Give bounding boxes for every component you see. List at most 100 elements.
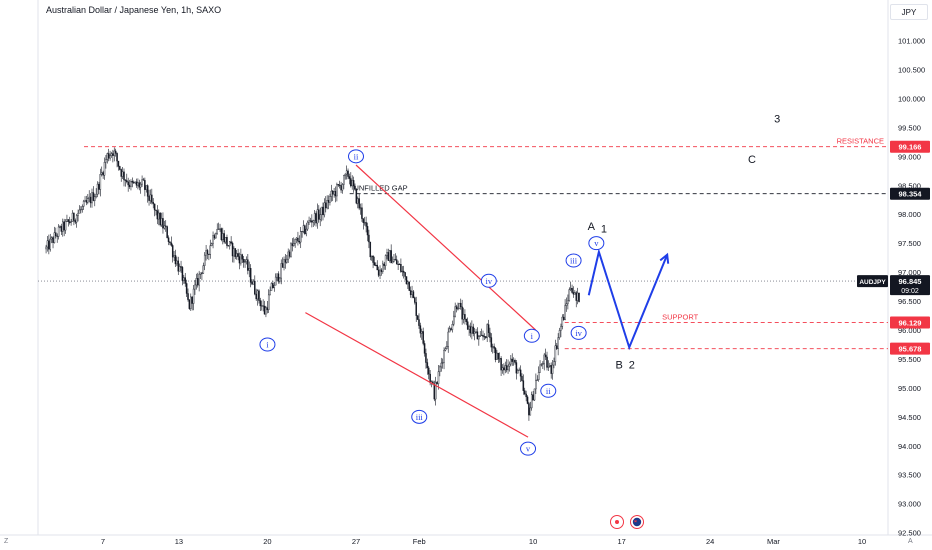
wave-label-iii[interactable]: iii — [565, 253, 582, 268]
candle-body — [176, 260, 178, 265]
wave-label-ii[interactable]: ii — [348, 149, 364, 164]
candle-body — [574, 292, 576, 295]
currency-selector[interactable]: JPY — [890, 4, 928, 20]
time-axis[interactable]: 7 13 20 27 Feb 10 17 24 Mar 10 — [101, 537, 866, 546]
candle-body — [242, 259, 245, 263]
candle-body — [110, 153, 113, 156]
candle-body — [52, 237, 54, 243]
candle-body — [164, 225, 167, 227]
candle-body — [156, 210, 159, 220]
projection-path — [587, 248, 670, 351]
candle-body — [489, 332, 491, 338]
candle-body — [114, 150, 117, 154]
candle-body — [345, 170, 348, 175]
candle-body — [96, 183, 99, 195]
candle-body — [195, 278, 198, 286]
candle-body — [273, 284, 276, 289]
time-tick-label: Mar — [767, 537, 780, 546]
wave-label-i[interactable]: i — [523, 328, 540, 343]
candle-body — [409, 290, 412, 295]
candle-body — [144, 180, 146, 190]
time-tick-label: 10 — [858, 537, 866, 546]
wave-label-iv[interactable]: iv — [570, 325, 587, 340]
candle-body — [77, 212, 79, 216]
candle-body — [294, 239, 296, 244]
candle-body — [152, 202, 154, 205]
candle-body — [421, 331, 423, 334]
wave-label-iv[interactable]: iv — [480, 273, 497, 288]
candle-body — [327, 200, 330, 203]
candle-body — [212, 235, 214, 244]
support-upper-price-text: 96.129 — [899, 319, 922, 328]
candle-body — [270, 283, 273, 291]
upper-wedge-trendline[interactable] — [355, 164, 537, 331]
candle-body — [237, 253, 239, 257]
candle-body — [166, 226, 168, 238]
candle-body — [206, 250, 209, 255]
candle-body — [391, 261, 394, 264]
price-tick-label: 99.500 — [898, 123, 921, 132]
candle-body — [529, 407, 532, 416]
wave-projection-line[interactable] — [587, 248, 669, 351]
candle-body — [169, 241, 171, 244]
candle-body — [462, 314, 465, 320]
wave-label-iii[interactable]: iii — [411, 409, 428, 424]
candle-body — [439, 366, 441, 372]
price-tags: 99.166 98.354 96.129 95.678 96.845 09:02 AUDJP… — [857, 140, 930, 355]
candle-body — [543, 354, 545, 364]
wave-label-v[interactable]: v — [588, 236, 605, 251]
candle-body — [153, 203, 156, 211]
candle-body — [109, 155, 111, 159]
wave-text: v — [594, 238, 599, 248]
cycle-labels: A 1 B 2 C 3 — [588, 114, 781, 372]
price-tick-label: 97.500 — [898, 239, 921, 248]
candle-body — [45, 246, 47, 250]
candle-body — [89, 196, 92, 204]
candle-body — [149, 194, 152, 201]
timezone-corner-label[interactable]: Z — [4, 538, 9, 545]
event-icons[interactable] — [610, 515, 644, 529]
candle-body — [180, 266, 182, 268]
candle-body — [498, 358, 501, 360]
candle-body — [473, 331, 476, 334]
candle-body — [446, 346, 448, 349]
candle-body — [575, 292, 577, 301]
candle-body — [159, 212, 161, 226]
candle-body — [46, 240, 49, 248]
candle-body — [137, 182, 139, 186]
candle-body — [450, 328, 452, 330]
wave-text: i — [531, 331, 534, 341]
wave-label-ii[interactable]: ii — [540, 383, 557, 398]
candle-body — [267, 294, 270, 311]
symbol-tag — [857, 275, 888, 288]
auto-scale-button[interactable]: A — [908, 538, 913, 545]
time-tick-label: Feb — [413, 537, 426, 546]
candle-body — [151, 194, 153, 203]
wave-label-i[interactable]: i — [259, 337, 276, 352]
candle-body — [440, 362, 443, 368]
candle-body — [103, 162, 106, 176]
price-tick-label: 93.000 — [898, 500, 921, 509]
candle-body — [277, 273, 280, 282]
candle-body — [119, 166, 121, 170]
wave-text: iv — [575, 328, 582, 338]
wave-circle — [480, 273, 497, 288]
wave-circle — [523, 328, 540, 343]
price-tick-label: 93.500 — [898, 471, 921, 480]
price-tick-label: 96.500 — [898, 297, 921, 306]
candle-body — [105, 159, 107, 163]
lower-wedge-trendline[interactable] — [305, 312, 529, 438]
price-tick-label: 100.500 — [898, 65, 925, 74]
candle-body — [203, 254, 206, 266]
candle-body — [174, 255, 177, 265]
candle-body — [263, 305, 266, 315]
candle-body — [358, 198, 360, 209]
price-tick-label: 95.500 — [898, 355, 921, 364]
candle-body — [337, 184, 340, 186]
wave-label-v[interactable]: v — [520, 441, 537, 456]
candle-body — [185, 283, 188, 294]
candle-body — [475, 331, 477, 333]
price-axis[interactable]: 101.000100.500100.00099.50099.00098.5009… — [898, 37, 925, 538]
candle-body — [220, 228, 223, 241]
